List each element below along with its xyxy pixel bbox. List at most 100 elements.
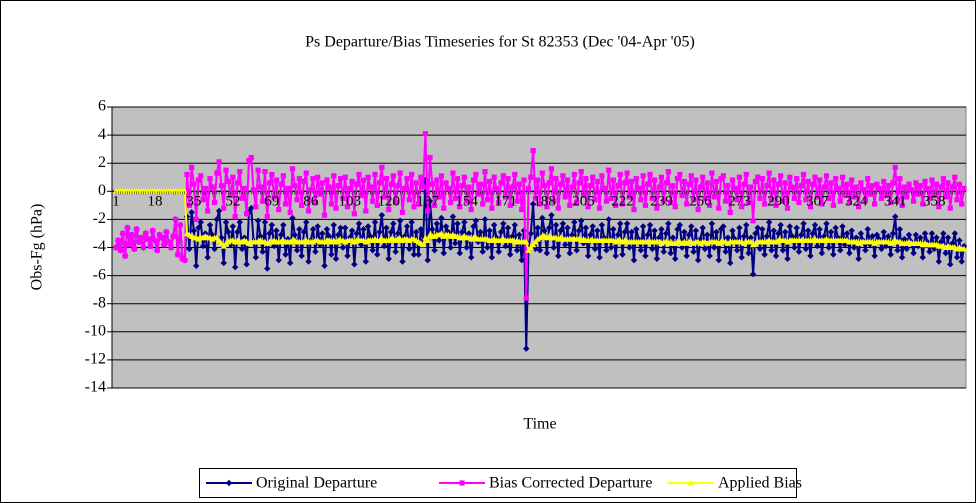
data-point — [415, 201, 422, 207]
data-point — [587, 231, 594, 239]
data-point — [672, 255, 679, 262]
data-point — [254, 217, 262, 225]
data-point — [507, 202, 513, 208]
data-point — [910, 198, 917, 204]
data-point — [280, 221, 287, 229]
data-point — [186, 245, 193, 253]
y-tick-label: -8 — [93, 294, 106, 311]
data-point — [484, 244, 491, 251]
data-point — [354, 181, 360, 187]
data-point — [598, 221, 606, 229]
data-point — [434, 177, 440, 183]
data-point — [454, 176, 461, 182]
data-point — [663, 180, 669, 186]
data-point — [940, 176, 946, 182]
data-point — [812, 174, 818, 180]
data-point — [277, 231, 285, 239]
data-point — [755, 174, 761, 180]
data-point — [559, 220, 567, 227]
data-point — [300, 228, 308, 236]
data-point — [942, 249, 949, 257]
data-point — [338, 176, 344, 182]
data-point — [794, 176, 800, 182]
data-point — [718, 176, 724, 182]
y-axis-label: Obs-Fg (hPa) — [29, 204, 46, 291]
data-point — [725, 183, 731, 189]
data-point — [890, 180, 896, 186]
data-point — [545, 224, 553, 232]
data-point — [626, 244, 633, 251]
data-point — [835, 185, 841, 192]
data-point — [205, 208, 211, 214]
data-point — [273, 227, 280, 234]
data-point — [677, 171, 683, 178]
data-point — [159, 235, 165, 241]
data-point — [473, 171, 479, 178]
data-point — [639, 223, 647, 230]
data-point — [681, 228, 688, 236]
data-point — [399, 209, 406, 215]
y-tick-label: -4 — [93, 238, 106, 255]
data-point — [729, 177, 736, 183]
y-tick-label: 0 — [98, 182, 106, 199]
data-point — [399, 258, 406, 265]
data-point — [678, 244, 686, 251]
data-point — [766, 170, 772, 176]
data-point — [707, 202, 713, 208]
data-point — [947, 205, 953, 211]
data-point — [844, 181, 850, 187]
data-point — [206, 221, 214, 229]
data-point — [853, 184, 859, 190]
data-point — [461, 174, 467, 180]
data-point — [296, 226, 303, 233]
data-point — [568, 231, 576, 239]
data-point — [862, 247, 869, 254]
data-point — [305, 208, 312, 214]
data-point — [365, 174, 371, 180]
data-point — [917, 234, 924, 241]
y-tick-label: -2 — [93, 210, 106, 227]
data-point — [654, 205, 660, 211]
series-1 — [113, 131, 967, 301]
data-point — [809, 230, 816, 237]
data-point — [782, 228, 789, 236]
data-point — [321, 262, 328, 269]
y-tick-label: -14 — [85, 379, 106, 396]
data-point — [708, 220, 716, 227]
data-point — [823, 173, 830, 179]
data-point — [752, 230, 759, 237]
data-point — [253, 204, 259, 210]
data-point — [947, 261, 954, 268]
data-point — [356, 171, 362, 178]
data-point — [213, 216, 221, 223]
data-point — [626, 194, 632, 200]
x-tick-label: 256 — [689, 194, 712, 210]
data-point — [775, 181, 781, 187]
data-point — [701, 245, 709, 253]
data-point — [250, 187, 257, 193]
data-point — [481, 216, 489, 223]
data-point — [617, 220, 624, 227]
data-point — [956, 181, 963, 187]
data-point — [951, 230, 959, 237]
data-point — [720, 223, 727, 230]
data-point — [392, 248, 399, 255]
data-point — [933, 181, 940, 187]
data-point — [892, 213, 899, 220]
data-point — [394, 230, 402, 237]
data-point — [301, 178, 307, 185]
data-point — [344, 252, 351, 260]
data-point — [489, 205, 495, 211]
data-point — [364, 223, 372, 230]
data-point — [874, 181, 880, 187]
data-point — [479, 248, 486, 255]
data-point — [622, 180, 628, 186]
data-point — [589, 223, 596, 230]
x-tick-label: 69 — [264, 194, 279, 210]
data-point — [495, 248, 502, 255]
data-point — [574, 199, 580, 206]
x-tick-label: 154 — [455, 194, 478, 210]
data-point — [156, 232, 163, 238]
data-point — [452, 195, 458, 201]
data-point — [372, 171, 378, 178]
